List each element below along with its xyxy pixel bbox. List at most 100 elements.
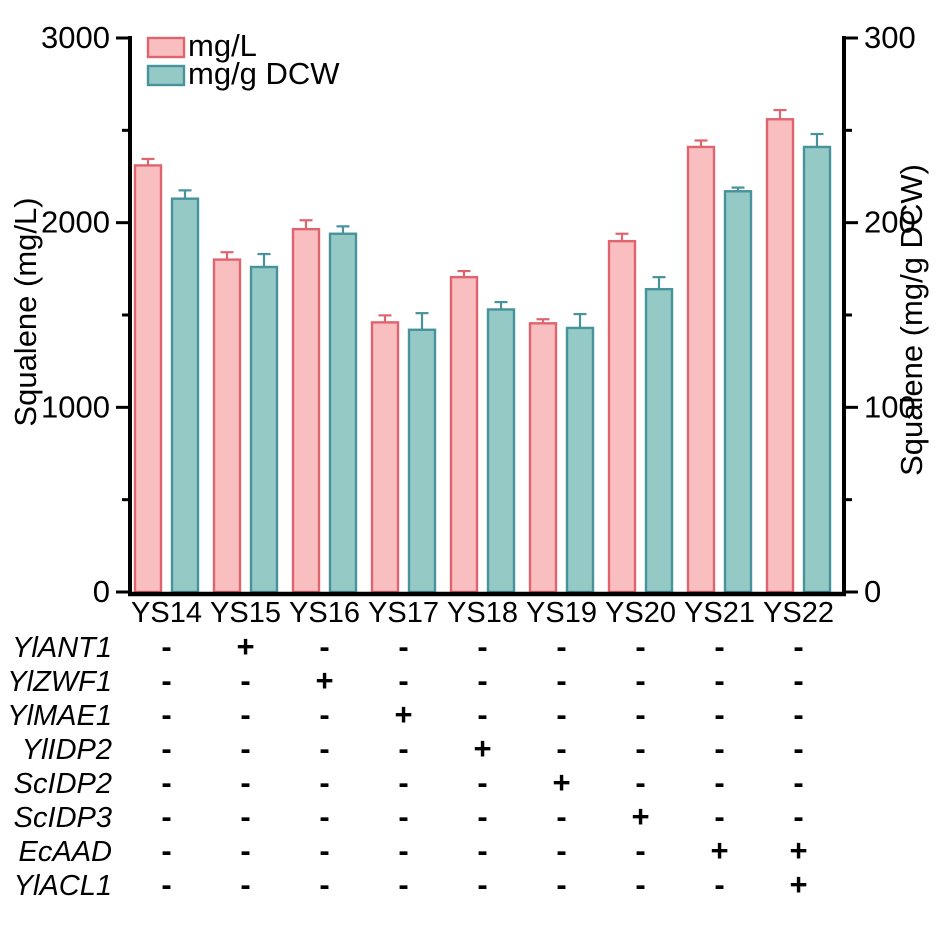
legend-swatch-0	[146, 36, 186, 59]
right-tick-label: 200	[864, 205, 916, 240]
bar-YS16-series1	[328, 232, 358, 594]
gene-mark-YlMAE1-YS16: -	[319, 697, 329, 732]
gene-mark-YlZWF1-YS22: -	[793, 663, 803, 698]
x-tick-label: YS14	[131, 597, 202, 629]
gene-label-YlIDP2: YlIDP2	[22, 734, 112, 766]
bar-YS16-series0	[291, 227, 321, 594]
gene-mark-YlANT1-YS20: -	[635, 629, 645, 664]
gene-mark-ScIDP3-YS18: -	[477, 799, 487, 834]
gene-mark-YlANT1-YS22: -	[793, 629, 803, 664]
left-tick-label: 2000	[41, 205, 110, 240]
gene-mark-YlIDP2-YS18: +	[473, 731, 491, 766]
gene-mark-YlANT1-YS14: -	[161, 629, 171, 664]
left-tick-label: 1000	[41, 389, 110, 424]
gene-mark-EcAAD-YS16: -	[319, 833, 329, 868]
gene-mark-YlACL1-YS19: -	[556, 867, 566, 902]
x-tick-label: YS20	[605, 597, 676, 629]
gene-mark-YlACL1-YS22: +	[789, 867, 807, 902]
gene-mark-ScIDP3-YS21: -	[714, 799, 724, 834]
gene-mark-ScIDP3-YS19: -	[556, 799, 566, 834]
bar-YS22-series1	[802, 145, 832, 594]
right-tick-label: 300	[864, 20, 916, 55]
gene-mark-ScIDP3-YS20: +	[631, 799, 649, 834]
gene-label-EcAAD: EcAAD	[19, 836, 113, 868]
gene-mark-YlMAE1-YS21: -	[714, 697, 724, 732]
gene-mark-ScIDP3-YS16: -	[319, 799, 329, 834]
x-tick-label: YS16	[289, 597, 360, 629]
bar-YS19-series0	[528, 322, 558, 594]
gene-mark-YlZWF1-YS15: -	[240, 663, 250, 698]
gene-mark-ScIDP2-YS22: -	[793, 765, 803, 800]
gene-mark-ScIDP2-YS20: -	[635, 765, 645, 800]
x-tick-label: YS21	[684, 597, 755, 629]
bar-YS22-series0	[765, 118, 795, 594]
bar-YS14-series0	[133, 164, 163, 594]
gene-mark-EcAAD-YS20: -	[635, 833, 645, 868]
legend: mg/Lmg/g DCW	[146, 28, 340, 91]
gene-mark-YlMAE1-YS15: -	[240, 697, 250, 732]
gene-mark-YlIDP2-YS15: -	[240, 731, 250, 766]
bar-YS18-series0	[449, 275, 479, 594]
gene-mark-ScIDP2-YS21: -	[714, 765, 724, 800]
gene-mark-ScIDP3-YS22: -	[793, 799, 803, 834]
legend-label-1: mg/g DCW	[188, 56, 340, 91]
bar-YS20-series0	[607, 239, 637, 594]
gene-mark-YlACL1-YS21: -	[714, 867, 724, 902]
gene-mark-YlMAE1-YS22: -	[793, 697, 803, 732]
gene-mark-YlIDP2-YS16: -	[319, 731, 329, 766]
bars-layer	[133, 108, 832, 594]
bar-YS17-series1	[407, 328, 437, 594]
gene-label-YlACL1: YlACL1	[14, 870, 112, 902]
bar-YS19-series1	[565, 326, 595, 594]
gene-mark-YlACL1-YS20: -	[635, 867, 645, 902]
gene-label-YlMAE1: YlMAE1	[7, 700, 112, 732]
bar-YS18-series1	[486, 308, 516, 594]
tick-labels-layer: YS14 YS15 YS16 YS17 YS18 YS19 YS20 YS21 YS223000…	[41, 20, 916, 629]
gene-mark-YlMAE1-YS18: -	[477, 697, 487, 732]
left-axis-title: Squalene (mg/L)	[8, 197, 43, 426]
bar-YS21-series0	[686, 145, 716, 594]
gene-mark-YlMAE1-YS19: -	[556, 697, 566, 732]
legend-swatch-1	[146, 64, 186, 87]
gene-mark-YlACL1-YS15: -	[240, 867, 250, 902]
gene-mark-YlIDP2-YS19: -	[556, 731, 566, 766]
gene-mark-ScIDP2-YS15: -	[240, 765, 250, 800]
bar-YS15-series0	[212, 258, 242, 594]
x-tick-label: YS18	[447, 597, 518, 629]
gene-mark-YlZWF1-YS19: -	[556, 663, 566, 698]
gene-mark-YlIDP2-YS21: -	[714, 731, 724, 766]
gene-mark-YlANT1-YS21: -	[714, 629, 724, 664]
gene-mark-YlANT1-YS17: -	[398, 629, 408, 664]
legend-label-0: mg/L	[188, 28, 257, 63]
gene-mark-YlZWF1-YS17: -	[398, 663, 408, 698]
bar-YS17-series0	[370, 321, 400, 594]
gene-mark-YlACL1-YS17: -	[398, 867, 408, 902]
gene-mark-EcAAD-YS22: +	[789, 833, 807, 868]
right-axis-title: Squalene (mg/g DCW)	[894, 164, 929, 476]
gene-mark-YlIDP2-YS22: -	[793, 731, 803, 766]
bar-YS15-series1	[249, 265, 279, 594]
right-tick-label: 0	[864, 574, 881, 609]
gene-mark-ScIDP3-YS17: -	[398, 799, 408, 834]
gene-mark-EcAAD-YS19: -	[556, 833, 566, 868]
gene-label-ScIDP2: ScIDP2	[14, 768, 112, 800]
gene-mark-ScIDP2-YS14: -	[161, 765, 171, 800]
gene-mark-YlZWF1-YS21: -	[714, 663, 724, 698]
axes-layer	[116, 36, 858, 597]
gene-mark-YlANT1-YS15: +	[236, 629, 254, 664]
bar-YS14-series1	[170, 197, 200, 594]
gene-mark-ScIDP3-YS14: -	[161, 799, 171, 834]
gene-mark-EcAAD-YS17: -	[398, 833, 408, 868]
gene-mark-YlMAE1-YS14: -	[161, 697, 171, 732]
x-tick-label: YS22	[763, 597, 834, 629]
gene-mark-YlZWF1-YS18: -	[477, 663, 487, 698]
gene-mark-ScIDP3-YS15: -	[240, 799, 250, 834]
gene-mark-ScIDP2-YS18: -	[477, 765, 487, 800]
gene-mark-EcAAD-YS18: -	[477, 833, 487, 868]
gene-mark-ScIDP2-YS16: -	[319, 765, 329, 800]
gene-mark-YlZWF1-YS20: -	[635, 663, 645, 698]
gene-mark-EcAAD-YS14: -	[161, 833, 171, 868]
gene-mark-YlZWF1-YS14: -	[161, 663, 171, 698]
x-tick-label: YS15	[210, 597, 281, 629]
